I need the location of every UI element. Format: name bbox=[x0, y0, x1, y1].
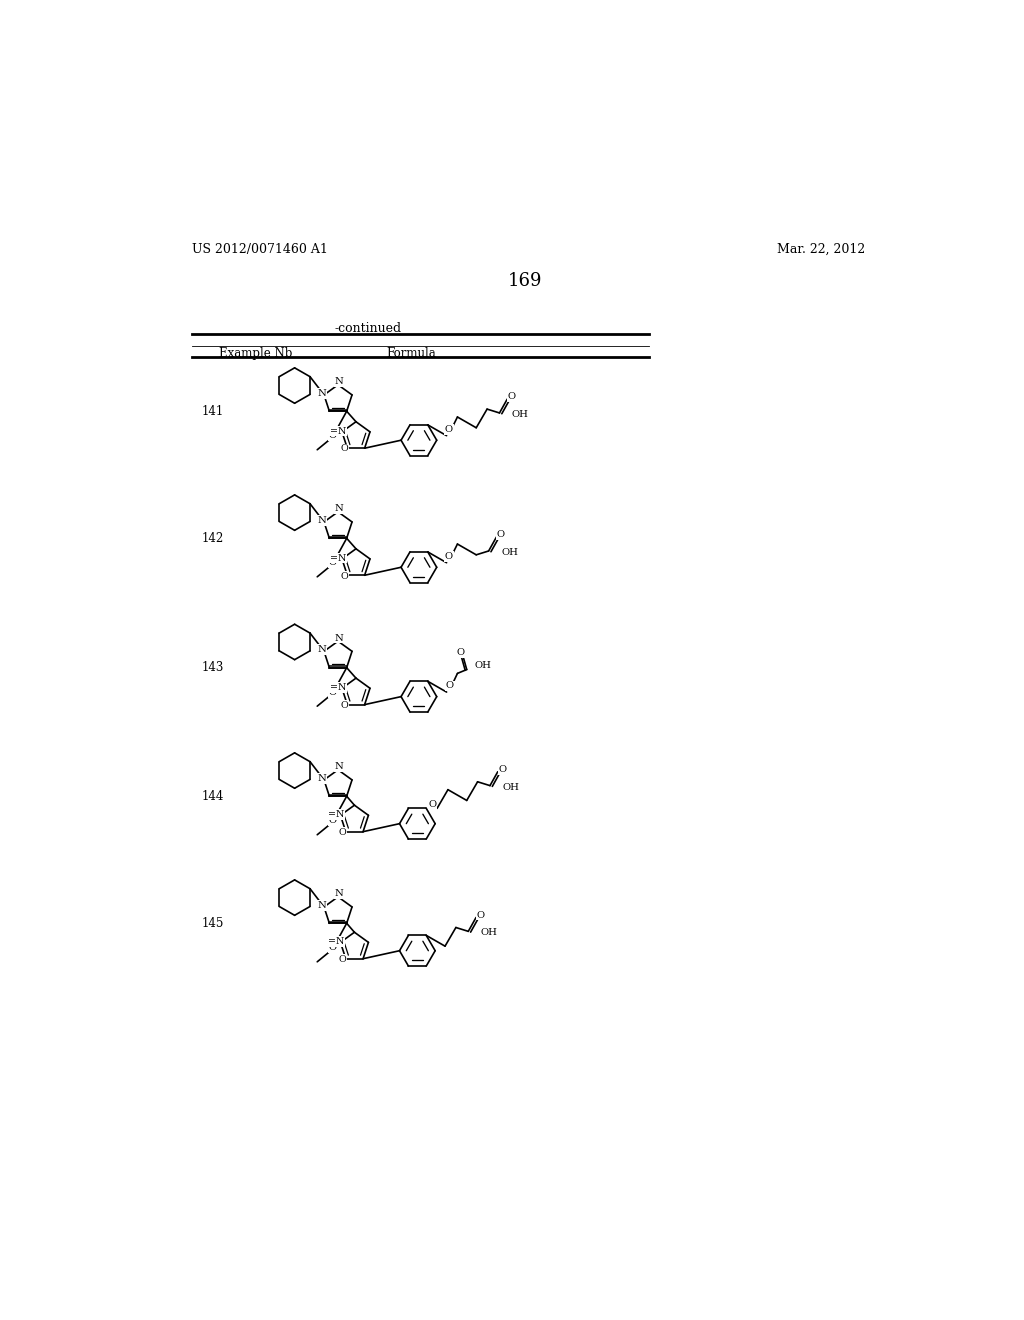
Text: N: N bbox=[335, 762, 343, 771]
Text: 145: 145 bbox=[202, 917, 224, 929]
Text: N: N bbox=[335, 634, 343, 643]
Text: =N: =N bbox=[329, 810, 345, 818]
Text: O: O bbox=[340, 701, 348, 710]
Text: O: O bbox=[340, 572, 348, 581]
Text: N: N bbox=[335, 378, 343, 387]
Text: N: N bbox=[335, 890, 343, 898]
Text: O: O bbox=[329, 816, 337, 825]
Text: 141: 141 bbox=[202, 405, 224, 418]
Text: O: O bbox=[508, 392, 516, 401]
Text: O: O bbox=[497, 531, 505, 540]
Text: 143: 143 bbox=[202, 661, 224, 675]
Text: O: O bbox=[457, 648, 465, 657]
Text: =N: =N bbox=[329, 937, 345, 946]
Text: O: O bbox=[329, 944, 337, 953]
Text: Example Nb: Example Nb bbox=[219, 347, 293, 360]
Text: N: N bbox=[335, 504, 343, 513]
Text: O: O bbox=[329, 688, 337, 697]
Text: N: N bbox=[317, 516, 326, 525]
Text: N: N bbox=[317, 645, 326, 655]
Text: OH: OH bbox=[503, 783, 519, 792]
Text: N: N bbox=[317, 900, 326, 909]
Text: Formula: Formula bbox=[386, 347, 436, 360]
Text: 144: 144 bbox=[202, 789, 224, 803]
Text: OH: OH bbox=[501, 548, 518, 557]
Text: 169: 169 bbox=[508, 272, 542, 290]
Text: =N: =N bbox=[330, 553, 346, 562]
Text: O: O bbox=[329, 558, 337, 568]
Text: OH: OH bbox=[512, 411, 528, 418]
Text: O: O bbox=[499, 766, 507, 774]
Text: O: O bbox=[476, 911, 484, 920]
Text: O: O bbox=[428, 800, 436, 809]
Text: O: O bbox=[444, 552, 453, 561]
Text: N: N bbox=[317, 774, 326, 783]
Text: O: O bbox=[339, 954, 346, 964]
Text: US 2012/0071460 A1: US 2012/0071460 A1 bbox=[191, 243, 328, 256]
Text: O: O bbox=[329, 432, 337, 441]
Text: OH: OH bbox=[474, 661, 492, 671]
Text: N: N bbox=[317, 389, 326, 397]
Text: O: O bbox=[340, 445, 348, 454]
Text: -continued: -continued bbox=[335, 322, 401, 335]
Text: O: O bbox=[444, 425, 453, 434]
Text: =N: =N bbox=[330, 682, 346, 692]
Text: OH: OH bbox=[480, 928, 498, 937]
Text: O: O bbox=[339, 828, 346, 837]
Text: 142: 142 bbox=[202, 532, 224, 545]
Text: O: O bbox=[445, 681, 454, 690]
Text: Mar. 22, 2012: Mar. 22, 2012 bbox=[777, 243, 865, 256]
Text: =N: =N bbox=[330, 426, 346, 436]
